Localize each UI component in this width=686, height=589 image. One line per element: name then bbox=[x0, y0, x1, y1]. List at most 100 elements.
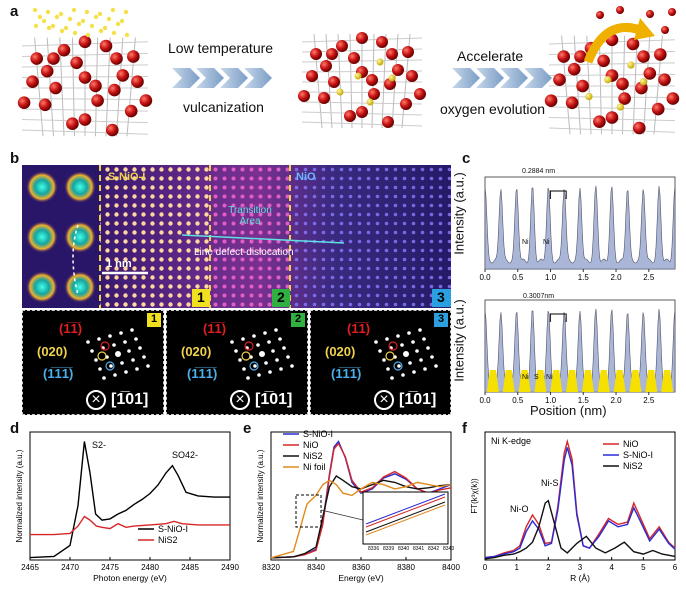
zoom-box bbox=[295, 494, 322, 528]
panel-e-letter: e bbox=[243, 420, 252, 437]
annotation: SO42- bbox=[172, 450, 198, 460]
sulfur-particle bbox=[33, 23, 39, 29]
x-tick-label: 2.5 bbox=[643, 396, 655, 405]
diffraction-spot bbox=[396, 334, 400, 338]
spot-marker-yellow bbox=[385, 351, 395, 361]
oxygen-atom bbox=[666, 92, 680, 105]
oxygen-atom bbox=[78, 113, 92, 126]
diffraction-spot bbox=[397, 364, 401, 368]
sulfur-particle bbox=[45, 9, 51, 15]
inset-series bbox=[365, 493, 446, 525]
step1-top-label: Low temperature bbox=[168, 40, 274, 56]
oxygen-atom bbox=[643, 67, 657, 80]
sulfur-atom bbox=[627, 61, 635, 69]
sulfur-particle bbox=[84, 9, 90, 15]
crystal-3 bbox=[544, 6, 680, 135]
panel-c-atom-ni-2: Ni bbox=[543, 239, 550, 246]
profile-top: 0.0 0.5 1.0 1.5 2.0 2.5 bbox=[479, 176, 676, 282]
x-tick-label: 2485 bbox=[181, 563, 199, 572]
label-sniol: S-NiO-I bbox=[108, 171, 146, 183]
sulfur-particle bbox=[123, 9, 129, 15]
sulfur-particle bbox=[115, 21, 121, 27]
spot-marker-blue bbox=[393, 361, 403, 371]
sulfur-peak bbox=[629, 370, 642, 392]
oxygen-atom bbox=[38, 98, 52, 112]
sulfur-particle bbox=[46, 25, 52, 31]
inset-series bbox=[365, 501, 446, 533]
sulfur-peak bbox=[645, 370, 658, 392]
diffraction-spot bbox=[374, 340, 378, 344]
series-line-nifoil bbox=[270, 479, 452, 559]
diffraction-spot bbox=[230, 340, 234, 344]
sulfur-particle bbox=[71, 7, 77, 13]
diffraction-spot bbox=[418, 328, 422, 332]
chevron-icon bbox=[452, 68, 480, 88]
diffraction-spot bbox=[257, 373, 261, 377]
sulfur-particle bbox=[37, 14, 43, 20]
panel-c-atom-ni-1: Ni bbox=[522, 239, 529, 246]
oxygen-atom bbox=[17, 96, 31, 109]
y-axis-label: Normalized intensity (a.u.) bbox=[15, 449, 24, 542]
panel-c-letter: c bbox=[462, 150, 471, 167]
diffraction-spot bbox=[263, 331, 267, 335]
diffraction-spot bbox=[271, 349, 275, 353]
released-oxygen bbox=[616, 6, 624, 14]
oxygen-atom bbox=[91, 94, 104, 107]
crystal-1 bbox=[17, 35, 153, 137]
legend-label: S-NiO-I bbox=[303, 429, 333, 439]
oxygen-atom bbox=[658, 73, 671, 86]
fft2-spots bbox=[230, 328, 294, 380]
oxygen-atom bbox=[593, 115, 606, 128]
diffraction-spot bbox=[278, 337, 282, 341]
diffraction-spot bbox=[275, 358, 279, 362]
diffraction-spot bbox=[108, 334, 112, 338]
oxygen-atom bbox=[557, 50, 570, 63]
sulfur-particle bbox=[80, 18, 86, 24]
x-tick-label: 2475 bbox=[101, 563, 119, 572]
sulfur-particle bbox=[72, 30, 78, 36]
oxygen-atom bbox=[553, 73, 566, 86]
diffraction-spot bbox=[146, 364, 150, 368]
oxygen-atom bbox=[392, 64, 404, 76]
oxygen-atom bbox=[597, 54, 610, 68]
oxygen-atom bbox=[576, 79, 589, 93]
fft1-index: 1 bbox=[147, 313, 161, 327]
sulfur-particle bbox=[102, 25, 108, 31]
series-line-snioi bbox=[29, 441, 230, 559]
chevron-icon bbox=[524, 68, 552, 88]
legend-label: S-NiO-I bbox=[158, 524, 188, 534]
oxygen-atom bbox=[654, 48, 667, 61]
chevron-icon bbox=[500, 68, 528, 88]
oxygen-atom bbox=[605, 111, 619, 124]
zone-axis-icon: × bbox=[230, 390, 250, 410]
series-line-nio bbox=[484, 438, 676, 559]
x-tick-label: 0.0 bbox=[479, 396, 491, 405]
spacing-bracket bbox=[549, 313, 567, 322]
sulfur-peak bbox=[518, 370, 531, 392]
fft2-h3: (1̅1̅1̅) bbox=[187, 366, 218, 381]
diffraction-spot bbox=[242, 367, 246, 371]
oxygen-atom bbox=[320, 60, 332, 72]
oxygen-atom bbox=[414, 88, 426, 100]
diffraction-spot bbox=[130, 328, 134, 332]
x-tick-label: 1.5 bbox=[578, 396, 590, 405]
oxygen-atom bbox=[348, 52, 360, 64]
diffraction-spot bbox=[138, 346, 142, 350]
oxygen-atom bbox=[49, 81, 62, 95]
x-tick-label: 3 bbox=[578, 563, 583, 572]
panel-c-ylabel-top: Intensity (a.u.) bbox=[451, 172, 467, 255]
diffraction-spot bbox=[97, 337, 101, 341]
diffraction-spot bbox=[127, 349, 131, 353]
diffraction-spot bbox=[411, 340, 415, 344]
oxygen-atom bbox=[116, 69, 130, 82]
oxygen-atom bbox=[139, 94, 153, 107]
diffraction-spot bbox=[86, 340, 90, 344]
spot-marker-red bbox=[388, 341, 398, 351]
oxygen-atom bbox=[70, 56, 83, 70]
sulfur-peak bbox=[661, 370, 674, 392]
sulfur-particle bbox=[59, 28, 65, 34]
sulfur-atom bbox=[604, 76, 612, 84]
oxygen-atom bbox=[376, 36, 388, 48]
oxygen-atom bbox=[328, 76, 340, 88]
